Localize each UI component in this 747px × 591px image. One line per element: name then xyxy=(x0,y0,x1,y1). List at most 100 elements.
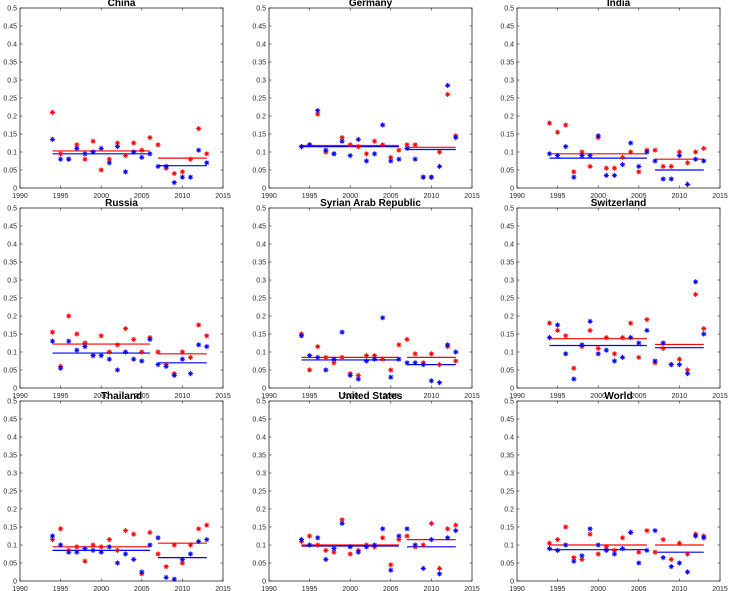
blue-point xyxy=(380,122,386,128)
red-point xyxy=(445,526,451,532)
blue-point xyxy=(380,315,386,321)
red-point xyxy=(98,544,104,550)
blue-point xyxy=(298,537,305,543)
axes-box xyxy=(19,207,224,389)
y-tick-label: 0.4 xyxy=(7,435,17,442)
y-tick-label: 0.05 xyxy=(252,561,266,568)
blue-point xyxy=(66,156,72,162)
red-point xyxy=(684,367,691,373)
red-point xyxy=(546,320,553,326)
blue-point xyxy=(163,363,169,369)
blue-point xyxy=(563,144,569,150)
red-point xyxy=(171,542,177,548)
blue-point xyxy=(114,367,121,373)
blue-point xyxy=(331,356,337,362)
red-point xyxy=(179,349,185,355)
red-point xyxy=(339,354,345,360)
red-point xyxy=(644,317,650,323)
y-tick-label: 0.2 xyxy=(7,314,17,321)
blue-point xyxy=(428,174,434,180)
x-tick-label: 2010 xyxy=(175,193,191,200)
blue-point xyxy=(323,367,329,373)
red-point xyxy=(196,126,202,132)
red-point xyxy=(396,537,402,543)
blue-point xyxy=(155,362,161,368)
red-point xyxy=(155,349,161,355)
blue-point xyxy=(371,542,378,548)
red-point xyxy=(563,122,569,128)
red-point xyxy=(388,154,394,160)
x-tick-label: 2000 xyxy=(590,586,606,591)
blue-point xyxy=(106,160,112,166)
blue-point xyxy=(396,156,402,162)
x-tick-label: 1995 xyxy=(53,586,69,591)
red-point xyxy=(82,340,88,346)
blue-point xyxy=(445,535,451,541)
red-point xyxy=(619,154,626,160)
blue-point xyxy=(555,153,561,159)
blue-point xyxy=(436,571,443,577)
blue-point xyxy=(307,142,313,148)
x-tick-label: 2010 xyxy=(672,193,688,200)
red-point xyxy=(196,322,202,328)
red-point xyxy=(307,367,313,373)
red-point xyxy=(388,367,394,373)
red-point xyxy=(428,520,434,526)
red-point xyxy=(404,336,410,342)
blue-point xyxy=(587,318,593,324)
y-tick-label: 0.35 xyxy=(3,260,17,267)
red-point xyxy=(453,358,459,364)
panel-switzerland: Switzerland 0 0.05 0.1 0.15 0.2 0.25 0.3 0.35 0.4… xyxy=(500,198,728,400)
red-point xyxy=(315,344,321,350)
blue-point xyxy=(106,544,112,550)
blue-point xyxy=(563,542,569,548)
red-point xyxy=(90,138,96,144)
x-tick-label: 2010 xyxy=(175,393,191,400)
blue-point xyxy=(147,336,153,342)
blue-point xyxy=(66,549,72,555)
blue-point xyxy=(323,556,329,562)
x-tick-label: 1995 xyxy=(53,193,69,200)
red-point xyxy=(58,526,64,532)
panel-syrian-arab-republic: Syrian Arab Republic 0 0.05 0.1 0.15 0.2 0.25 0… xyxy=(252,198,480,400)
red-point xyxy=(701,145,707,151)
y-tick-label: 0.25 xyxy=(3,296,17,303)
red-point xyxy=(555,327,561,333)
panel-title: Switzerland xyxy=(591,198,647,209)
x-tick-label: 1995 xyxy=(550,586,566,591)
blue-point xyxy=(90,547,96,553)
blue-point xyxy=(660,340,666,346)
red-point xyxy=(660,345,666,351)
y-tick-label: 0.5 xyxy=(256,6,266,13)
red-point xyxy=(315,111,321,117)
red-point xyxy=(676,356,682,362)
red-point xyxy=(428,351,434,357)
x-tick-label: 2000 xyxy=(93,393,109,400)
y-tick-label: 0.4 xyxy=(256,42,266,49)
red-point xyxy=(579,149,585,155)
x-tick-label: 1990 xyxy=(509,393,525,400)
red-point xyxy=(187,542,194,548)
y-tick-label: 0.45 xyxy=(252,24,266,31)
blue-point xyxy=(660,176,666,182)
y-tick-label: 0 xyxy=(510,386,514,393)
x-tick-label: 1990 xyxy=(12,393,28,400)
blue-point xyxy=(420,362,426,368)
blue-point xyxy=(453,135,459,141)
y-tick-label: 0.15 xyxy=(252,332,266,339)
x-tick-label: 2010 xyxy=(424,586,440,591)
y-tick-label: 0.45 xyxy=(252,417,266,424)
x-tick-label: 2015 xyxy=(215,393,231,400)
blue-point xyxy=(298,333,305,339)
blue-point xyxy=(171,180,177,186)
x-tick-label: 2005 xyxy=(631,586,647,591)
blue-point xyxy=(652,528,658,534)
red-point xyxy=(660,163,666,169)
blue-point xyxy=(196,147,202,153)
y-tick-label: 0.1 xyxy=(7,150,17,157)
red-point xyxy=(122,528,129,534)
blue-point xyxy=(49,338,56,344)
blue-point xyxy=(644,547,650,553)
blue-point xyxy=(404,360,410,366)
